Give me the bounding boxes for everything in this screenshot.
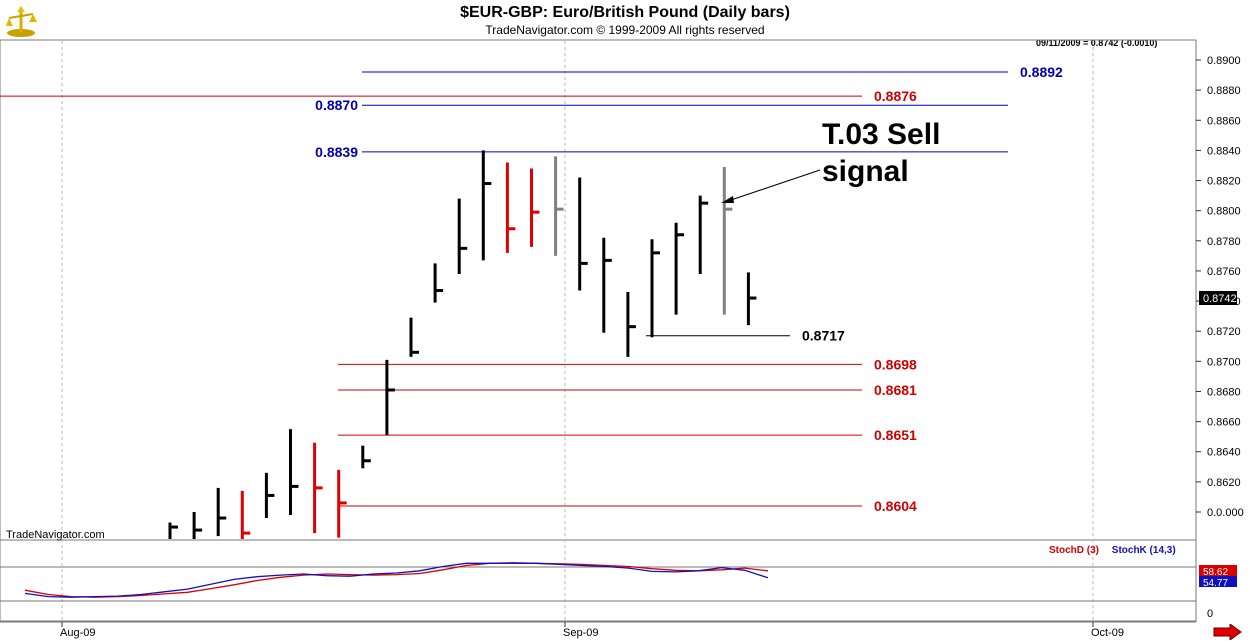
stoch-d-value: 58.62 (1203, 567, 1228, 578)
level-label: 0.8698 (874, 356, 917, 372)
price-pane-border (0, 39, 1197, 541)
ohlc-bar (698, 195, 709, 274)
ohlc-bar (313, 442, 323, 534)
tradenavigator-logo-icon (6, 6, 37, 37)
y-tick-label: 0.0.000 (1207, 507, 1244, 519)
y-tick-label: 0.8900 (1207, 55, 1241, 67)
stochastic-pane-border (0, 539, 1197, 622)
ohlc-bar (264, 472, 275, 519)
level-label: 0.8681 (874, 382, 917, 398)
stoch-k-label: StochK (14,3) (1111, 545, 1176, 556)
x-tick-label: Oct-09 (1091, 627, 1124, 639)
ohlc-bar (337, 469, 347, 538)
ohlc-bar (505, 162, 516, 253)
stoch-axis-zero: 0 (1207, 608, 1213, 620)
signal-arrow-head-icon (721, 196, 734, 203)
ohlc-bar (168, 522, 178, 539)
ohlc-bars (168, 150, 757, 539)
ohlc-bar (192, 512, 203, 539)
y-tick-label: 0.8620 (1207, 477, 1241, 489)
ohlc-bar (457, 198, 468, 274)
y-tick-label: 0.8640 (1207, 447, 1241, 459)
level-label: 0.8651 (874, 427, 917, 443)
level-label: 0.8892 (1020, 64, 1063, 80)
stoch-d-label: StochD (3) (1049, 545, 1099, 556)
ohlc-bar (722, 166, 733, 315)
ohlc-bar (385, 359, 395, 436)
ohlc-bar (240, 490, 251, 539)
level-label: 0.8870 (315, 97, 358, 113)
ohlc-bar (216, 487, 227, 537)
ohlc-bar (433, 263, 444, 303)
watermark-text: TradeNavigator.com (6, 529, 105, 541)
ohlc-bar (578, 177, 588, 291)
ohlc-bar (554, 156, 564, 256)
y-tick-label: 0.8820 (1207, 176, 1241, 188)
ohlc-bar (674, 222, 685, 315)
current-price-value: 0.8742 (1203, 293, 1237, 305)
level-label: 0.8839 (315, 144, 358, 160)
y-tick-label: 0.8680 (1207, 386, 1241, 398)
stoch-d-value-box (1199, 565, 1237, 576)
level-label: 0.8876 (874, 88, 917, 104)
y-tick-label: 0.8720 (1207, 326, 1241, 338)
ohlc-bar (626, 292, 636, 357)
signal-arrow-line (727, 169, 821, 202)
stoch-k-value-box (1199, 576, 1237, 587)
stoch-d-series (24, 562, 769, 598)
stochastic-legend: StochD (3) StochK (14,3) (1049, 545, 1176, 556)
y-tick-label: 0.8880 (1207, 85, 1241, 97)
signal-label-line2: signal (822, 155, 909, 188)
y-tick-label: 0.8860 (1207, 115, 1241, 127)
ohlc-bar (530, 168, 540, 247)
last-price-readout: 09/11/2009 = 0.8742 (-0.0010) (1036, 38, 1158, 48)
ohlc-bar (602, 237, 612, 333)
stoch-k-value: 54.77 (1203, 578, 1228, 589)
y-axis: 0.8900 0.8880 0.8860 0.8840 0.8820 0.8800 0.87… (1196, 55, 1244, 620)
ohlc-bar (409, 317, 419, 357)
x-axis: Aug-09 Sep-09 Oct-09 (60, 622, 1124, 639)
y-tick-label: 0.8840 (1207, 145, 1241, 157)
ohlc-bar (289, 429, 299, 516)
sell-signal-annotation: T.03 Sell signal (721, 118, 940, 203)
chart-grid (61, 41, 1094, 621)
chart-frame (0, 39, 1197, 623)
ohlc-bar (746, 272, 757, 326)
copyright-text: TradeNavigator.com © 1999-2009 All right… (485, 23, 765, 37)
level-lines: 0.8892 0.8876 0.8870 0.8839 0.8717 0.8698 0.86… (0, 64, 1063, 514)
chart-header: $EUR-GBP: Euro/British Pound (Daily bars… (0, 0, 1250, 40)
level-label: 0.8604 (874, 498, 917, 514)
scroll-right-arrow-icon[interactable] (1212, 624, 1242, 640)
y-tick-label: 0.8780 (1207, 236, 1241, 248)
ohlc-bar (481, 150, 492, 261)
chart-title: $EUR-GBP: Euro/British Pound (Daily bars… (460, 4, 790, 21)
signal-label-line1: T.03 Sell (822, 118, 940, 151)
stoch-k-series (24, 562, 769, 598)
current-price-marker: 0.8742 (1199, 291, 1237, 305)
current-price-box (1199, 291, 1237, 305)
y-tick-label: 0.8700 (1207, 356, 1241, 368)
y-tick-label: 0.8760 (1207, 266, 1241, 278)
ohlc-bar (361, 445, 371, 469)
ohlc-bar (650, 239, 660, 338)
x-tick-label: Sep-09 (563, 627, 598, 639)
y-tick-label: 0.8800 (1207, 206, 1241, 218)
y-tick-label: 0.8660 (1207, 417, 1241, 429)
x-tick-label: Aug-09 (60, 627, 95, 639)
level-label: 0.8717 (802, 328, 845, 344)
